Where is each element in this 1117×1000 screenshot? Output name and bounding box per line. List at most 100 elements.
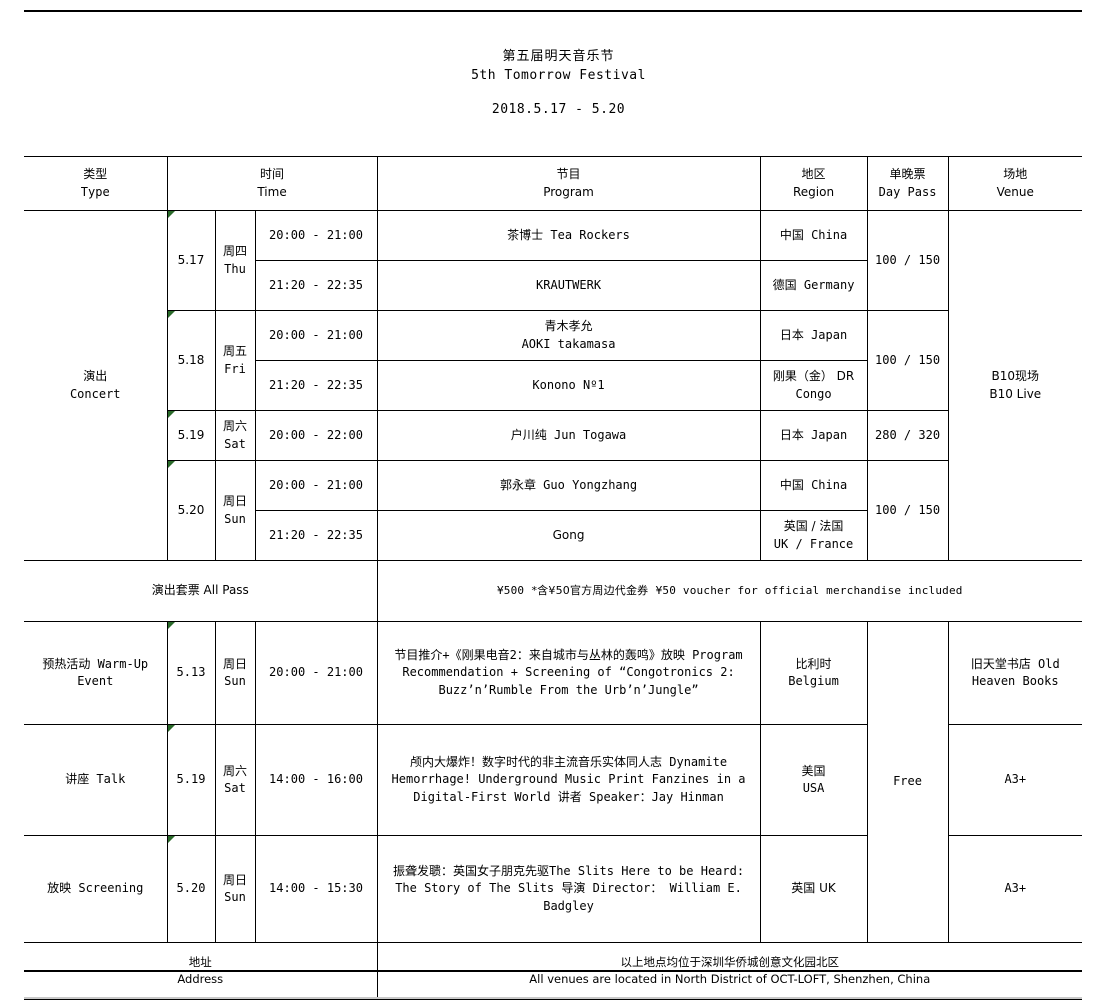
column-header-region: 地区 Region — [759, 156, 868, 211]
region-value: 日本 Japan — [779, 427, 848, 442]
date-cell: 5.13 — [166, 621, 216, 725]
date-value: 5.13 — [176, 665, 206, 680]
region-value-en: USA — [802, 781, 825, 795]
venue-label: A3+ — [1004, 772, 1027, 787]
day-label-cn: 周日 — [222, 494, 247, 509]
date-cell: 5.20 — [166, 835, 216, 943]
column-header-type: 类型 Type — [24, 156, 168, 211]
table-row: 预热活动 Warm-Up Event 5.13 周日 Sun 20:00 - 2… — [24, 621, 1083, 943]
day-label-en: Sun — [224, 674, 246, 688]
region-cell: 日本 Japan — [759, 410, 868, 461]
day-cell: 周四 Thu — [214, 210, 256, 311]
note-marker-icon — [167, 211, 175, 218]
column-header-time-en: Time — [257, 184, 287, 199]
address-value-en: All venues are located in North District… — [529, 972, 931, 986]
program-line-2: Recommendation + Screening of “Congotron… — [402, 665, 735, 680]
note-marker-icon — [167, 836, 175, 843]
address-value-cn: 以上地点均位于深圳华侨城创意文化园北区 — [620, 955, 840, 970]
time-cell: 20:00 - 21:00 — [254, 621, 378, 725]
type-cell-warmup: 预热活动 Warm-Up Event — [24, 621, 168, 725]
address-label-en: Address — [177, 972, 224, 986]
region-cell: 中国 China — [759, 460, 868, 511]
region-cell: 中国 China — [759, 210, 868, 261]
region-cell: 英国 / 法国 UK / France — [759, 510, 868, 561]
day-label-cn: 周六 — [222, 419, 247, 434]
time-value: 20:00 - 21:00 — [269, 665, 363, 680]
column-header-price-en: Day Pass — [878, 184, 937, 199]
program-value: KRAUTWERK — [536, 277, 602, 292]
column-header-price-cn: 单晚票 — [889, 167, 926, 182]
day-cell: 周五 Fri — [214, 310, 256, 411]
program-line-3: Digital-First World — [413, 789, 551, 804]
time-cell: 14:00 - 15:30 — [254, 835, 378, 943]
note-marker-icon — [167, 622, 175, 629]
program-value: Gong — [552, 527, 585, 542]
column-header-program-en: Program — [543, 184, 594, 199]
time-cell: 20:00 - 21:00 — [254, 310, 378, 361]
program-line-4: 讲者 Speaker：Jay Hinman — [557, 789, 724, 804]
date-cell: 5.19 — [166, 724, 216, 836]
all-pass-note-en: ¥50 voucher for official merchandise inc… — [655, 584, 963, 598]
type-label-en: Concert — [69, 386, 121, 401]
day-label-en: Sun — [224, 511, 246, 526]
festival-schedule-table: 类型 Type 时间 Time 节目 Program 地区 Region 单晚票… — [24, 156, 1083, 1000]
festival-dates: 2018.5.17 - 5.20 — [491, 102, 626, 118]
date-value: 5.18 — [177, 352, 205, 367]
time-value: 20:00 - 21:00 — [269, 327, 363, 342]
type-label-cn: 演出 — [83, 369, 108, 384]
program-value: 茶博士 Tea Rockers — [507, 227, 630, 242]
region-value-cn: 比利时 — [795, 656, 832, 671]
venue-cell: A3+ — [947, 835, 1083, 943]
price-cell-events: Free — [866, 621, 949, 943]
time-cell: 21:20 - 22:35 — [254, 260, 378, 311]
region-value-cn: 英国 UK — [791, 881, 836, 896]
column-header-region-en: Region — [792, 184, 835, 199]
page-top-rule — [24, 10, 1082, 12]
time-value: 21:20 - 22:35 — [269, 277, 363, 292]
region-value-en: UK / France — [773, 536, 854, 551]
day-label-en: Sun — [224, 890, 246, 904]
program-value: 户川纯 Jun Togawa — [510, 427, 627, 442]
program-cell: 颅内大爆炸！数字时代的非主流音乐实体同人志 Dynamite Hemorrhag… — [376, 724, 761, 836]
type-cell-concert: 演出 Concert — [24, 210, 168, 561]
day-cell: 周日 Sun — [214, 460, 256, 561]
price-value: 100 / 150 — [875, 502, 941, 517]
program-value: 郭永章 Guo Yongzhang — [499, 477, 638, 492]
time-value: 20:00 - 22:00 — [269, 427, 363, 442]
column-header-time: 时间 Time — [166, 156, 378, 211]
venue-label-en: Heaven Books — [971, 674, 1059, 688]
column-header-program: 节目 Program — [376, 156, 761, 211]
time-value: 21:20 - 22:35 — [269, 527, 363, 542]
region-value-en: Belgium — [788, 674, 839, 688]
program-line-1: 振聋发聩：英国女子朋克先驱The Slits — [392, 863, 615, 878]
day-label-en: Sat — [224, 781, 246, 795]
day-cell: 周六 Sat — [214, 724, 256, 836]
day-label-cn: 周日 — [222, 656, 247, 671]
table-row: 21:20 - 22:35 Konono Nº1 刚果（金） DR Congo — [24, 360, 1082, 411]
region-value-cn: 英国 / 法国 — [783, 519, 844, 534]
region-cell: 比利时 Belgium — [759, 621, 868, 725]
day-label-cn: 周四 — [222, 244, 247, 259]
page-bottom-rule — [24, 970, 1082, 972]
price-value: 100 / 150 — [875, 352, 941, 367]
festival-title-en: 5th Tomorrow Festival — [471, 67, 646, 83]
festival-title-cn: 第五届明天音乐节 — [502, 49, 615, 64]
date-value: 5.20 — [177, 502, 205, 517]
all-pass-price: ¥500 — [496, 584, 525, 598]
table-row: 放映 Screening 5.20 周日 Sun 14:00 - 15:30 振… — [24, 835, 1083, 943]
page-title: 第五届明天音乐节 5th Tomorrow Festival 2018.5.17… — [0, 48, 1117, 119]
column-header-time-cn: 时间 — [260, 167, 285, 182]
venue-label: A3+ — [1004, 881, 1027, 896]
table-row: 5.19 周六 Sat 20:00 - 22:00 户川纯 Jun Togawa… — [24, 410, 1082, 461]
date-cell: 5.19 — [166, 410, 216, 461]
program-value-en: AOKI takamasa — [521, 336, 616, 351]
venue-cell: 旧天堂书店 Old Heaven Books — [947, 621, 1083, 725]
time-cell: 20:00 - 21:00 — [254, 210, 378, 261]
date-value: 5.19 — [177, 427, 205, 442]
venue-label-en: B10 Live — [989, 386, 1042, 401]
date-value: 5.20 — [176, 881, 206, 896]
table-row: 讲座 Talk 5.19 周六 Sat 14:00 - 16:00 颅内大爆炸！… — [24, 724, 1083, 836]
program-line-1: 颅内大爆炸！数字时代的非主流音乐实体同人志 Dynamite — [410, 754, 728, 769]
table-row: 演出 Concert 5.17 周四 Thu 20:00 - 21:00 茶博士… — [24, 210, 1083, 561]
table-row: 21:20 - 22:35 KRAUTWERK 德国 Germany — [24, 260, 1082, 311]
